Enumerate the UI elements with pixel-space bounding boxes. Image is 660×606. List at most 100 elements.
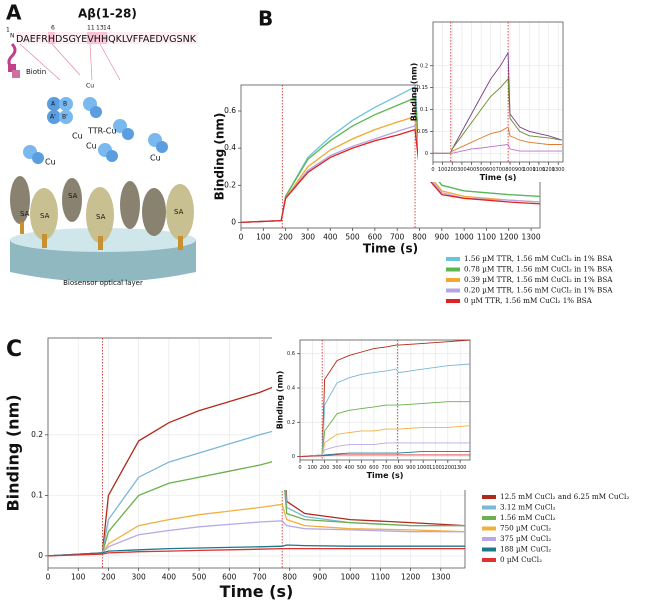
panel-a: A Aβ(1-28) N DAEFRHDSGYEVHHQKLVFFAEDVGSN… [6,1,198,287]
cu-label: Cu [45,158,56,167]
series-line [47,544,465,557]
panel-label: B [258,7,273,31]
x-tick-label: 400 [467,167,477,173]
x-tick-label: 500 [357,465,367,471]
x-tick-label: 400 [345,465,355,471]
y-tick-label: 0.6 [287,351,295,357]
series-line [433,77,563,154]
residue-number: 14 [103,25,111,32]
x-tick-label: 700 [390,232,405,241]
legend-label: 1.56 µM TTR, 1.56 mM CuCl₂ in 1% BSA [464,254,613,263]
y-tick-label: 0.2 [31,430,43,439]
series-line [47,458,465,557]
series-line [299,442,470,458]
x-tick-label: 200 [320,465,330,471]
x-tick-label: 1000 [455,232,474,241]
x-tick-label: 0 [239,232,244,241]
x-tick-label: 800 [505,167,515,173]
y-tick-label: 0.1 [31,490,43,499]
cu-label: Cu [72,132,83,141]
x-tick-label: 1300 [431,572,450,581]
x-tick-label: 600 [368,232,383,241]
series-line [47,547,465,557]
sequence-bg [16,32,198,44]
subunit: A [51,101,56,108]
series-line [299,425,471,458]
series-line [240,97,541,224]
x-tick-label: 900 [515,167,525,173]
x-tick-label: 800 [283,572,298,581]
y-tick-label: 0.05 [417,129,428,135]
x-tick-label: 900 [313,572,328,581]
legend-label: 0 µM TTR, 1.56 mM CuCl₂ 1% BSA [464,296,593,305]
legend-label: 3.12 mM CuCl₂ [500,503,556,512]
biotin-label: Biotin [26,68,46,76]
x-axis-label: Time (s) [363,242,418,256]
y-axis-label: Binding (nm) [276,371,285,430]
series-line [240,128,541,224]
series-line [433,144,562,154]
x-tick-label: 1000 [417,465,430,471]
series-line [299,363,471,458]
legend-label: 0.78 µM TTR, 1.56 mM CuCl₂ in 1% BSA [464,265,613,274]
panel-label: A [6,1,22,25]
legend-label: 188 µM CuCl₂ [500,545,551,554]
residue-number: 1 [6,27,10,34]
x-tick-label: 0 [431,167,434,173]
x-tick-label: 100 [438,167,448,173]
x-tick-label: 100 [256,232,271,241]
cu-label: Cu [86,83,94,90]
y-tick-label: 0 [38,551,43,560]
series-line [433,126,562,154]
y-tick-label: 0.6 [224,106,236,115]
x-tick-label: 300 [131,572,146,581]
sa-label: SA [96,213,106,221]
y-tick-label: 0 [231,217,236,226]
biotin-icon [12,70,20,78]
y-tick-label: 0.1 [420,107,428,113]
x-tick-label: 600 [486,167,496,173]
connector-lines [19,43,121,81]
legend-label: 1.56 mM CuCl₂ [500,513,556,522]
subunit: B' [62,114,68,121]
x-tick-label: 1300 [552,167,565,173]
series-line [47,382,466,557]
x-tick-label: 1100 [477,232,496,241]
y-axis-label: Binding (nm) [213,113,227,201]
ttr-complex: A B A' B' [23,97,168,164]
subunit: A' [50,114,56,121]
y-tick-label: 0.2 [287,420,295,426]
sa-label: SA [68,192,78,200]
n-terminus: N [10,33,15,40]
legend-label: 750 µM CuCl₂ [500,524,551,533]
plot-frame [299,339,471,461]
x-tick-label: 800 [412,232,427,241]
residue-number: 6 [51,25,55,32]
x-tick-label: 1000 [523,167,536,173]
x-axis-label: Time (s) [367,471,404,480]
x-tick-label: 400 [162,572,177,581]
legend-label: 0.20 µM TTR, 1.56 mM CuCl₂ in 1% BSA [464,286,613,295]
subunit: B [63,101,67,108]
cu-label: Cu [86,142,97,151]
series-line [47,520,465,557]
x-tick-label: 700 [252,572,267,581]
ttr-cu-label: TTR-Cu [87,127,116,136]
peptide-title: Aβ(1-28) [78,7,137,21]
x-tick-label: 300 [301,232,316,241]
x-tick-label: 400 [323,232,338,241]
y-tick-label: 0 [425,151,428,157]
x-tick-label: 900 [406,465,416,471]
biotin-icon [8,64,16,72]
legend-label: 375 µM CuCl₂ [500,534,551,543]
sensor [10,176,196,282]
y-tick-label: 0.15 [417,85,428,91]
x-tick-label: 1200 [401,572,420,581]
x-tick-label: 1200 [542,167,555,173]
x-tick-label: 1100 [429,465,442,471]
